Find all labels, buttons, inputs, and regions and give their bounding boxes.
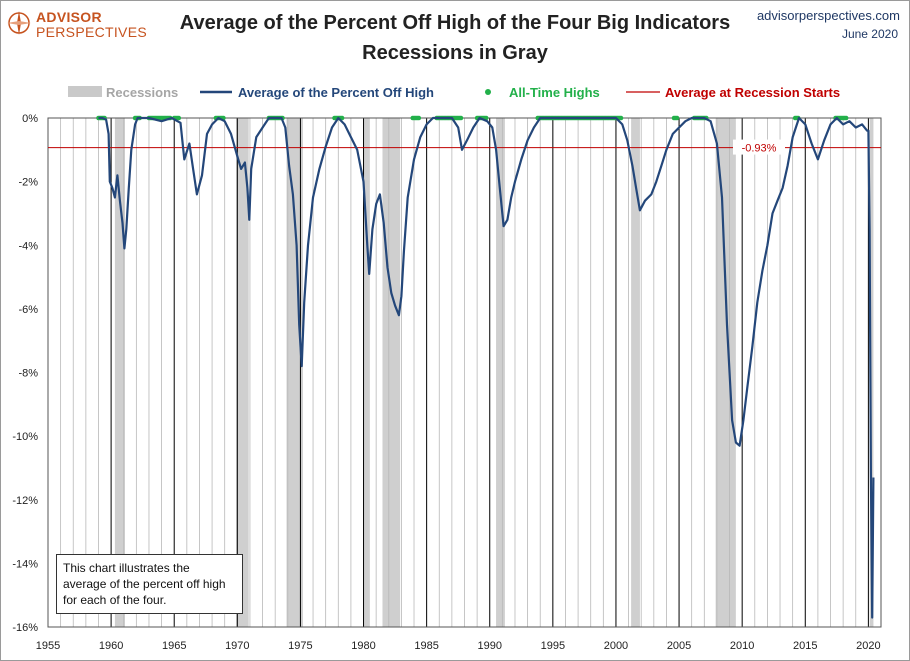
all-time-high-point — [458, 115, 464, 121]
compass-icon — [7, 11, 31, 35]
chart-subtitle: Recessions in Gray — [362, 42, 548, 64]
x-tick-label: 1960 — [99, 640, 123, 652]
x-tick-label: 2015 — [793, 640, 817, 652]
all-time-high-point — [618, 115, 624, 121]
x-tick-label: 2010 — [730, 640, 754, 652]
recession-band — [286, 118, 303, 627]
y-tick-label: -2% — [18, 177, 38, 189]
y-tick-label: -12% — [12, 495, 38, 507]
all-time-high-point — [674, 115, 680, 121]
x-tick-label: 1955 — [36, 640, 60, 652]
recession-band — [363, 118, 370, 627]
recession-band — [631, 118, 640, 627]
all-time-high-point — [416, 115, 422, 121]
x-tick-label: 1995 — [541, 640, 565, 652]
y-tick-label: -14% — [12, 558, 38, 570]
site-url[interactable]: advisorperspectives.com — [756, 8, 900, 23]
y-tick-label: -4% — [18, 240, 38, 252]
advisor-perspectives-logo: ADVISOR PERSPECTIVES — [6, 8, 156, 48]
all-time-high-point — [176, 115, 182, 121]
x-tick-label: 1970 — [225, 640, 249, 652]
x-tick-label: 1980 — [351, 640, 375, 652]
x-tick-label: 2005 — [667, 640, 691, 652]
recession-band — [869, 118, 874, 627]
recession-band — [496, 118, 505, 627]
all-time-high-point — [843, 115, 849, 121]
legend-average-label: Average of the Percent Off High — [238, 85, 434, 100]
x-tick-label: 1985 — [414, 640, 438, 652]
recession-band — [236, 118, 249, 627]
y-tick-label: -16% — [12, 622, 38, 634]
chart-date: June 2020 — [841, 27, 898, 41]
x-tick-label: 2000 — [604, 640, 628, 652]
chart-note: This chart illustrates the average of th… — [56, 554, 243, 614]
recession-average-label: -0.93% — [742, 143, 777, 155]
plot-area — [47, 117, 882, 628]
x-tick-label: 2020 — [856, 640, 880, 652]
legend-recessions-label: Recessions — [106, 85, 178, 100]
legend-all-time-highs-label: All-Time Highs — [509, 85, 600, 100]
series-line-average-percent-off-high — [98, 116, 875, 619]
y-tick-label: -10% — [12, 431, 38, 443]
y-tick-label: -6% — [18, 304, 38, 316]
y-tick-label: 0% — [22, 113, 38, 125]
recession-band — [715, 118, 736, 627]
logo-bottom-text: PERSPECTIVES — [36, 24, 147, 40]
legend-recessions-swatch — [68, 86, 102, 97]
y-tick-label: -8% — [18, 368, 38, 380]
x-tick-label: 1975 — [288, 640, 312, 652]
recession-band — [114, 118, 125, 627]
chart-title: Average of the Percent Off High of the F… — [179, 12, 731, 34]
legend-recession-average-label: Average at Recession Starts — [665, 85, 840, 100]
legend-all-time-highs-swatch — [485, 89, 491, 95]
recession-band — [382, 118, 401, 627]
x-tick-label: 1965 — [162, 640, 186, 652]
x-tick-label: 1990 — [478, 640, 502, 652]
logo-top-text: ADVISOR — [36, 9, 102, 25]
recession-average-label-bg — [733, 139, 785, 155]
